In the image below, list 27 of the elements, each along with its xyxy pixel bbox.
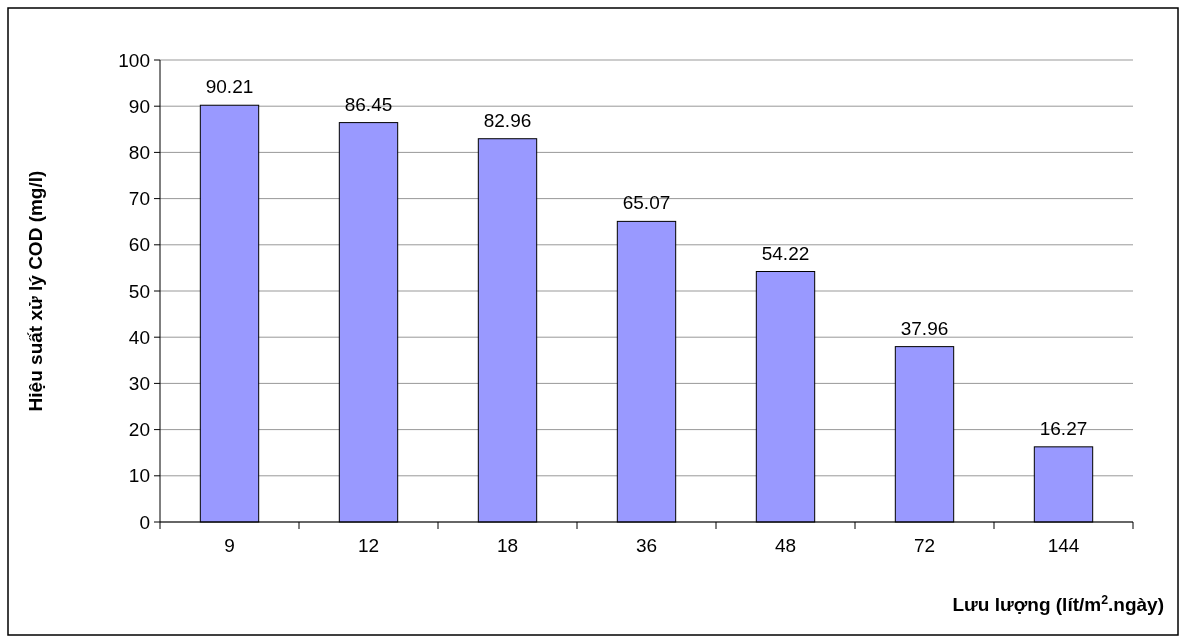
x-tick-label: 144: [1047, 535, 1080, 556]
y-tick-label: 10: [128, 465, 150, 487]
y-tick-label: 80: [128, 142, 150, 164]
data-label: 37.96: [900, 317, 949, 339]
data-label: 16.27: [1039, 417, 1088, 439]
x-tick-label: 72: [913, 535, 936, 556]
y-tick-label: 70: [128, 188, 150, 210]
data-label: 65.07: [622, 192, 671, 214]
data-label: 82.96: [483, 109, 532, 131]
y-tick-label: 100: [118, 49, 150, 71]
data-label: 90.21: [205, 76, 254, 98]
y-tick-label: 40: [128, 326, 150, 348]
x-tick-label: 9: [224, 535, 235, 556]
x-tick-label: 36: [635, 535, 658, 556]
data-label: 54.22: [761, 242, 810, 264]
y-tick-label: 60: [128, 234, 150, 256]
y-axis-title: Hiệu suất xử lý COD (mg/l): [25, 170, 46, 412]
data-label: 86.45: [344, 93, 393, 115]
y-tick-label: 50: [128, 280, 150, 302]
y-tick-label: 0: [139, 511, 150, 533]
x-tick-label: 12: [357, 535, 380, 556]
y-tick-label: 30: [128, 373, 150, 395]
y-tick-label: 90: [128, 95, 150, 117]
x-tick-label: 18: [496, 535, 519, 556]
x-tick-label: 48: [774, 535, 797, 556]
x-axis-title: Lưu lượng (lít/m$^{2}$.ngày): [952, 593, 1164, 615]
y-tick-label: 20: [128, 419, 150, 441]
